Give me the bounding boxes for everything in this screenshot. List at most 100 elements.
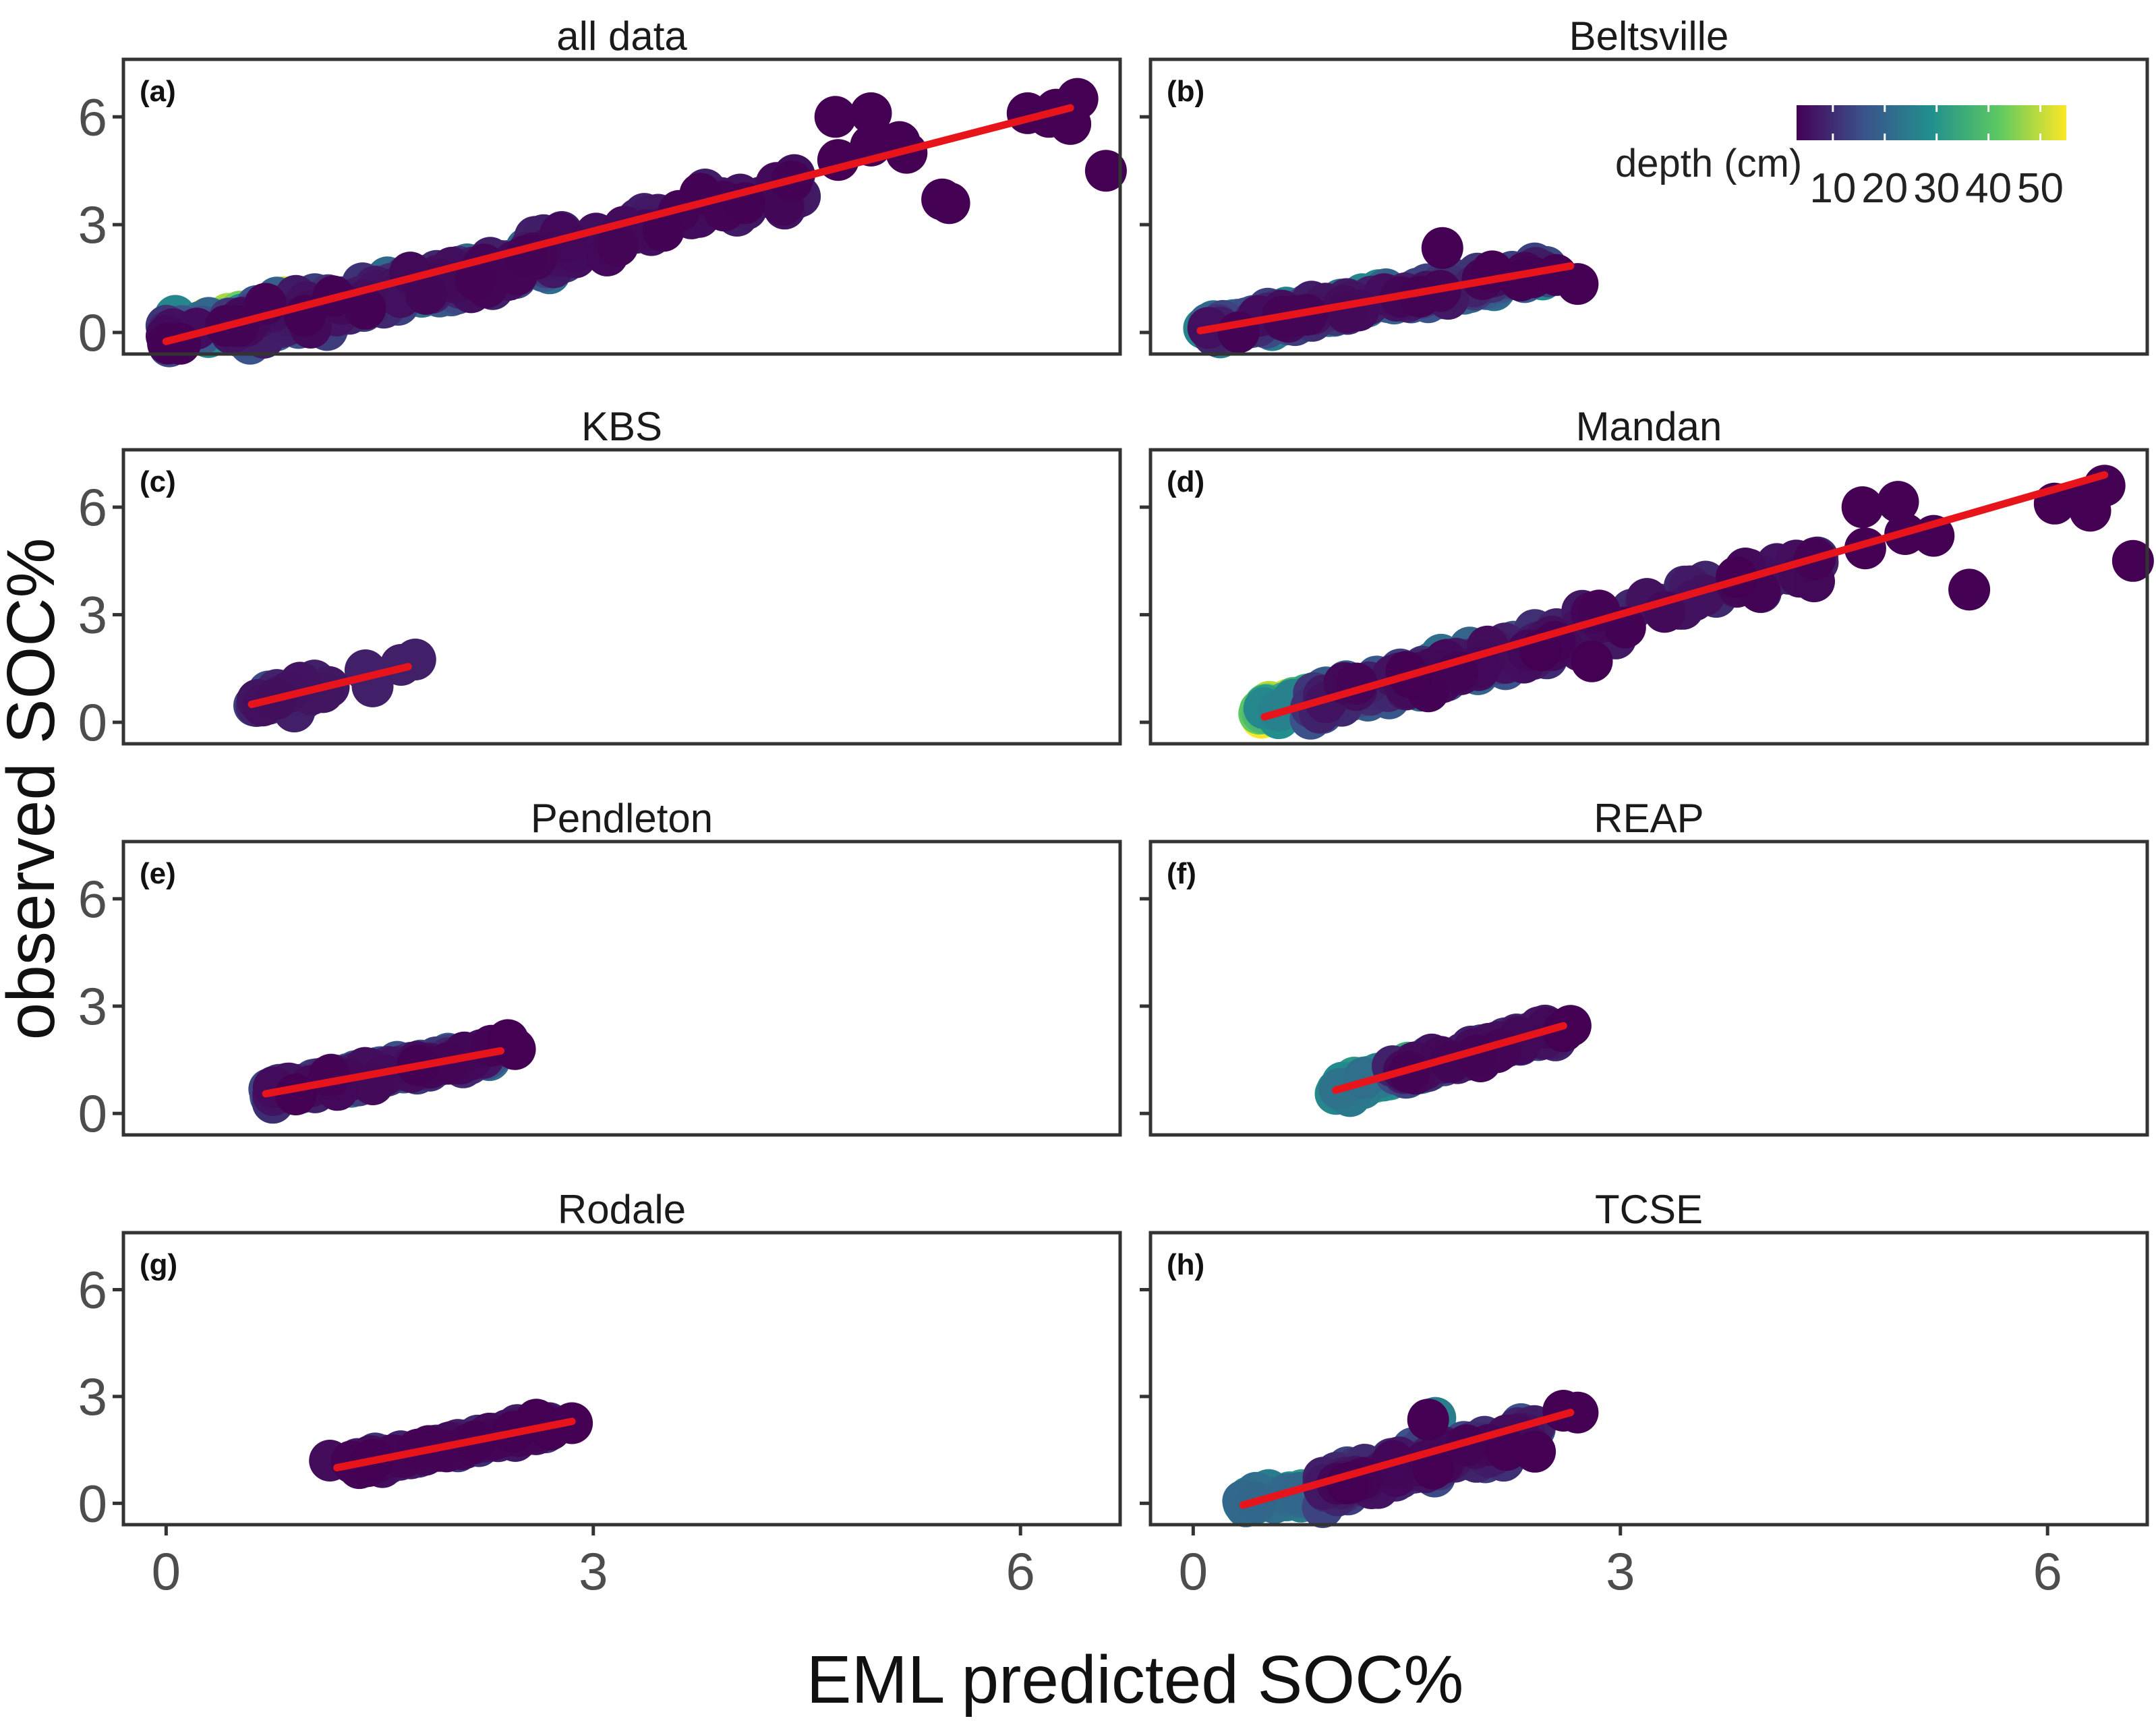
chart-5-title: REAP <box>1594 796 1703 841</box>
chart-0-point <box>455 258 497 301</box>
chart-5-plot-area <box>1150 842 2147 1135</box>
chart-4-y-tick-label: 6 <box>78 869 107 929</box>
chart-0-y-axis: 0 3 6 <box>78 87 123 362</box>
chart-0-point <box>928 182 970 225</box>
chart-4-y-tick-label: 0 <box>78 1084 107 1143</box>
chart-7-panel-border <box>1148 1231 2149 1527</box>
chart-3-fit-line <box>1260 471 2109 721</box>
chart-3-point <box>1948 568 1991 611</box>
chart-2-tag: (c) <box>140 465 176 498</box>
legend-colorbar <box>1797 105 2066 140</box>
chart-0-tag: (a) <box>140 75 176 108</box>
panels-group: all data (a) 0 3 6 Beltsville (b) KBS (c) 0 3 6 Mand… <box>78 13 2154 1601</box>
chart-6-points <box>309 1399 593 1490</box>
chart-7-x-axis: 0 3 6 <box>1179 1525 2062 1601</box>
chart-4-title: Pendleton <box>531 796 713 841</box>
chart-0-panel-border <box>121 57 1122 356</box>
chart-0-point <box>1084 150 1127 192</box>
y-axis-title: observed SOC% <box>0 538 69 1041</box>
chart-6-fit-line <box>333 1417 576 1472</box>
chart-6-y-axis: 0 3 6 <box>78 1260 123 1533</box>
chart-6-y-tick-label: 6 <box>78 1260 107 1319</box>
chart-3-point <box>2069 490 2111 532</box>
chart-0-y-tick-label: 0 <box>78 303 107 362</box>
chart-3-tag: (d) <box>1167 465 1204 498</box>
chart-1-y-axis <box>1140 115 1150 334</box>
chart-1-point <box>1535 254 1577 296</box>
chart-3-title: Mandan <box>1576 404 1722 449</box>
chart-2-panel-border <box>121 448 1122 746</box>
legend-tick-label: 20 <box>1861 165 1908 212</box>
chart-0-point <box>405 272 447 315</box>
chart-4-point <box>494 1028 536 1070</box>
legend-tick-label: 40 <box>1965 165 2012 212</box>
chart-7-x-tick-label: 6 <box>2033 1542 2062 1601</box>
chart-0-point <box>596 225 639 267</box>
chart-7-x-tick-label: 0 <box>1179 1542 1208 1601</box>
chart-3-point <box>1877 481 1919 523</box>
chart-1-point <box>1399 275 1441 318</box>
chart-5-y-axis <box>1140 897 1150 1115</box>
chart-5: REAP (f) <box>1140 796 2149 1137</box>
chart-7-fit-line <box>1239 1409 1575 1509</box>
chart-0-point <box>814 96 856 138</box>
chart-3-point <box>1571 640 1613 682</box>
chart-1-panel-border <box>1148 57 2149 356</box>
chart-2-title: KBS <box>581 404 662 449</box>
chart-0-fit-line <box>162 104 1074 345</box>
chart-0-point <box>850 92 892 134</box>
chart-5-panel-border <box>1148 840 2149 1137</box>
chart-6-x-tick-label: 3 <box>579 1542 608 1601</box>
chart-6-title: Rodale <box>558 1187 686 1232</box>
chart-3-point <box>1841 486 1884 529</box>
chart-6-panel-border <box>121 1231 1122 1527</box>
chart-1-point <box>1217 311 1260 353</box>
x-axis-title: EML predicted SOC% <box>807 1642 1463 1718</box>
chart-0-point <box>344 287 386 330</box>
chart-0-point <box>642 210 684 252</box>
chart-4-y-tick-label: 3 <box>78 976 107 1036</box>
chart-0: all data (a) 0 3 6 <box>78 13 1127 368</box>
chart-7-y-axis <box>1140 1287 1150 1505</box>
chart-6: Rodale (g) 0 3 6 0 3 6 <box>78 1187 1122 1601</box>
chart-5-point <box>1542 1010 1585 1053</box>
chart-1-point <box>1325 291 1368 333</box>
chart-7-point <box>1407 1399 1449 1441</box>
chart-5-fit-line <box>1331 1022 1567 1094</box>
chart-3-panel-border <box>1148 448 2149 746</box>
chart-7-x-tick-label: 3 <box>1606 1542 1635 1601</box>
chart-1-title: Beltsville <box>1569 13 1729 59</box>
chart-4-fit-line <box>262 1047 505 1098</box>
chart-6-x-axis: 0 3 6 <box>152 1525 1035 1601</box>
chart-2-y-tick-label: 6 <box>78 477 107 537</box>
chart-4-y-axis: 0 3 6 <box>78 869 123 1143</box>
chart-5-tag: (f) <box>1167 857 1196 890</box>
chart-6-x-tick-label: 0 <box>152 1542 181 1601</box>
legend-tick-label: 50 <box>2017 165 2064 212</box>
chart-6-tag: (g) <box>140 1248 177 1281</box>
chart-1-fit-line <box>1196 262 1575 334</box>
chart-2-y-axis: 0 3 6 <box>78 477 123 752</box>
chart-7-tag: (h) <box>1167 1248 1204 1281</box>
chart-3: Mandan (d) <box>1140 404 2154 746</box>
chart-6-y-tick-label: 3 <box>78 1367 107 1426</box>
chart-3-y-axis <box>1140 505 1150 724</box>
chart-7: TCSE (h) 0 3 6 <box>1140 1187 2149 1601</box>
chart-2: KBS (c) 0 3 6 <box>78 404 1122 752</box>
chart-6-plot-area <box>123 1233 1120 1525</box>
chart-4-tag: (e) <box>140 857 176 890</box>
legend-title: depth (cm) <box>1615 142 1802 185</box>
chart-2-fit-line <box>247 663 412 709</box>
chart-0-y-tick-label: 3 <box>78 195 107 254</box>
chart-6-x-tick-label: 6 <box>1006 1542 1035 1601</box>
chart-4: Pendleton (e) 0 3 6 <box>78 796 1122 1143</box>
chart-6-y-tick-label: 0 <box>78 1473 107 1533</box>
chart-1-tag: (b) <box>1167 75 1204 108</box>
chart-1-point <box>1421 227 1463 269</box>
legend-ticks: 10 20 30 40 50 <box>1809 105 2064 212</box>
chart-2-y-tick-label: 0 <box>78 693 107 752</box>
chart-7-point <box>1485 1429 1527 1471</box>
chart-0-y-tick-label: 6 <box>78 87 107 146</box>
chart-7-point <box>1556 1391 1599 1434</box>
